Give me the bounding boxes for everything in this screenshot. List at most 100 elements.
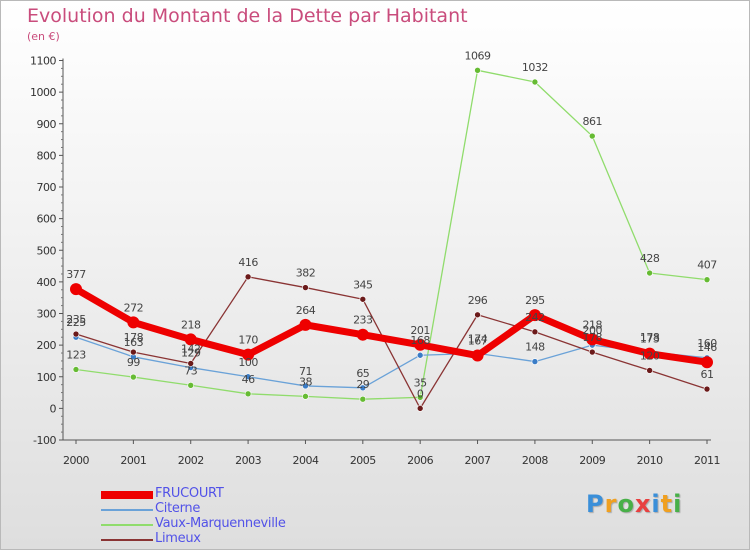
data-label-frucourt: 295	[525, 294, 545, 307]
data-point-vaux-marquenneville	[187, 381, 195, 389]
data-label-frucourt: 377	[66, 268, 86, 281]
legend-swatch	[101, 538, 153, 541]
data-label-frucourt: 167	[468, 335, 488, 348]
data-label-vaux-marquenneville: 38	[299, 375, 312, 388]
y-tick-label: 200	[37, 339, 57, 352]
x-tick-label: 2001	[120, 454, 146, 467]
data-label-limeux: 178	[583, 331, 603, 344]
logo-letter: t	[660, 490, 674, 518]
data-label-citerne: 200	[583, 324, 603, 337]
data-point-vaux-marquenneville	[416, 394, 424, 401]
data-label-frucourt: 272	[124, 301, 144, 314]
series-line-limeux	[75, 276, 708, 410]
data-point-limeux	[72, 330, 80, 338]
data-point-citerne	[302, 382, 309, 390]
data-point-frucourt	[184, 333, 197, 346]
x-tick-label: 2003	[235, 454, 261, 467]
y-tick-label: 700	[37, 181, 57, 194]
data-point-frucourt	[127, 316, 140, 329]
data-point-frucourt	[356, 328, 369, 341]
data-label-limeux: 178	[124, 331, 144, 344]
data-label-frucourt: 170	[238, 334, 258, 347]
y-tick-label: 100	[37, 371, 57, 384]
data-point-limeux	[588, 348, 596, 356]
y-tick-label: 1100	[30, 55, 56, 68]
data-point-vaux-marquenneville	[646, 269, 653, 277]
logo-letter: i	[673, 490, 683, 518]
legend-swatch	[101, 490, 153, 499]
data-label-frucourt: 173	[640, 333, 660, 346]
chart-subtitle: (en €)	[27, 30, 60, 43]
series-line-frucourt	[72, 285, 711, 366]
data-label-vaux-marquenneville: 46	[242, 373, 255, 386]
y-tick-label: 600	[37, 213, 57, 226]
data-label-frucourt: 233	[353, 314, 373, 327]
x-tick-label: 2006	[407, 454, 433, 467]
data-label-vaux-marquenneville: 99	[127, 356, 140, 369]
data-label-limeux: 142	[181, 342, 201, 355]
data-label-limeux: 235	[66, 313, 86, 326]
x-tick-label: 2009	[579, 454, 605, 467]
y-tick-label: 900	[37, 118, 57, 131]
data-point-limeux	[646, 367, 653, 374]
data-label-limeux: 296	[468, 294, 488, 307]
x-tick-label: 2000	[63, 454, 89, 467]
data-label-citerne: 148	[525, 341, 545, 354]
data-point-limeux	[302, 284, 309, 291]
series-line-vaux-marquenneville	[75, 69, 708, 400]
data-point-frucourt	[242, 348, 255, 361]
data-point-citerne	[244, 373, 252, 381]
data-label-limeux: 382	[296, 267, 316, 280]
legend-label: Limeux	[155, 531, 201, 546]
data-point-vaux-marquenneville	[531, 78, 539, 86]
data-label-vaux-marquenneville: 861	[583, 115, 603, 128]
data-point-limeux	[130, 348, 137, 356]
data-label-limeux: 0	[417, 387, 424, 400]
data-point-vaux-marquenneville	[474, 67, 481, 74]
data-label-limeux: 416	[238, 256, 258, 269]
logo-letter: r	[604, 490, 618, 518]
data-point-limeux	[474, 311, 481, 319]
proxiti-logo: Proxiti	[586, 490, 682, 518]
data-point-vaux-marquenneville	[130, 373, 137, 381]
y-tick-label: 400	[37, 276, 57, 289]
data-label-frucourt: 218	[583, 318, 603, 331]
data-label-vaux-marquenneville: 35	[414, 376, 427, 389]
data-point-limeux	[416, 405, 424, 412]
data-point-citerne	[531, 358, 539, 365]
y-tick-label: 1000	[30, 86, 56, 99]
data-point-frucourt	[414, 338, 427, 351]
data-point-vaux-marquenneville	[72, 366, 80, 373]
legend-swatch	[101, 508, 153, 511]
data-label-citerne: 129	[181, 347, 201, 360]
data-label-vaux-marquenneville: 73	[184, 364, 197, 377]
x-tick-label: 2004	[292, 454, 318, 467]
logo-letter: i	[651, 490, 661, 518]
data-label-vaux-marquenneville: 407	[697, 259, 717, 272]
data-point-frucourt	[70, 283, 82, 296]
data-label-citerne: 168	[410, 334, 430, 347]
x-tick-label: 2007	[465, 454, 491, 467]
data-point-citerne	[416, 351, 424, 359]
x-tick-label: 2005	[350, 454, 376, 467]
data-point-citerne	[359, 384, 367, 392]
data-label-citerne: 178	[640, 331, 660, 344]
x-tick-label: 2010	[637, 454, 663, 467]
data-label-citerne: 65	[356, 367, 369, 380]
chart-title: Evolution du Montant de la Dette par Hab…	[27, 5, 468, 27]
data-point-frucourt	[299, 318, 312, 331]
data-label-frucourt: 264	[296, 304, 316, 317]
data-point-vaux-marquenneville	[244, 390, 252, 398]
data-label-vaux-marquenneville: 29	[356, 378, 369, 391]
data-label-citerne: 225	[66, 316, 86, 329]
data-point-limeux	[359, 295, 367, 303]
data-label-citerne: 160	[697, 337, 717, 350]
series-line-citerne	[75, 336, 708, 389]
logo-letter: P	[586, 490, 605, 518]
data-label-frucourt: 146	[697, 341, 717, 354]
data-label-vaux-marquenneville: 1069	[465, 49, 491, 62]
data-point-frucourt	[471, 349, 484, 362]
y-tick-label: 0	[50, 402, 57, 415]
